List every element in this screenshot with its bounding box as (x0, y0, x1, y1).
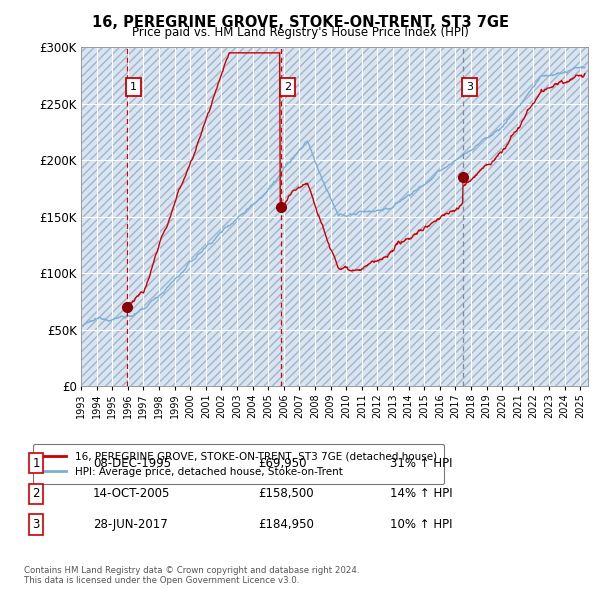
Text: 08-DEC-1995: 08-DEC-1995 (93, 457, 171, 470)
Text: 1: 1 (32, 457, 40, 470)
Text: 3: 3 (32, 518, 40, 531)
Text: 16, PEREGRINE GROVE, STOKE-ON-TRENT, ST3 7GE: 16, PEREGRINE GROVE, STOKE-ON-TRENT, ST3… (91, 15, 509, 30)
Text: £69,950: £69,950 (258, 457, 307, 470)
Text: 1: 1 (130, 82, 137, 92)
Text: 14% ↑ HPI: 14% ↑ HPI (390, 487, 452, 500)
Text: 10% ↑ HPI: 10% ↑ HPI (390, 518, 452, 531)
Text: 2: 2 (32, 487, 40, 500)
Text: £184,950: £184,950 (258, 518, 314, 531)
Text: Contains HM Land Registry data © Crown copyright and database right 2024.
This d: Contains HM Land Registry data © Crown c… (24, 566, 359, 585)
Text: £158,500: £158,500 (258, 487, 314, 500)
Text: 2: 2 (284, 82, 291, 92)
Text: 28-JUN-2017: 28-JUN-2017 (93, 518, 168, 531)
Text: 14-OCT-2005: 14-OCT-2005 (93, 487, 170, 500)
Text: 31% ↑ HPI: 31% ↑ HPI (390, 457, 452, 470)
Text: Price paid vs. HM Land Registry's House Price Index (HPI): Price paid vs. HM Land Registry's House … (131, 26, 469, 39)
Legend: 16, PEREGRINE GROVE, STOKE-ON-TRENT, ST3 7GE (detached house), HPI: Average pric: 16, PEREGRINE GROVE, STOKE-ON-TRENT, ST3… (33, 444, 444, 484)
Text: 3: 3 (466, 82, 473, 92)
